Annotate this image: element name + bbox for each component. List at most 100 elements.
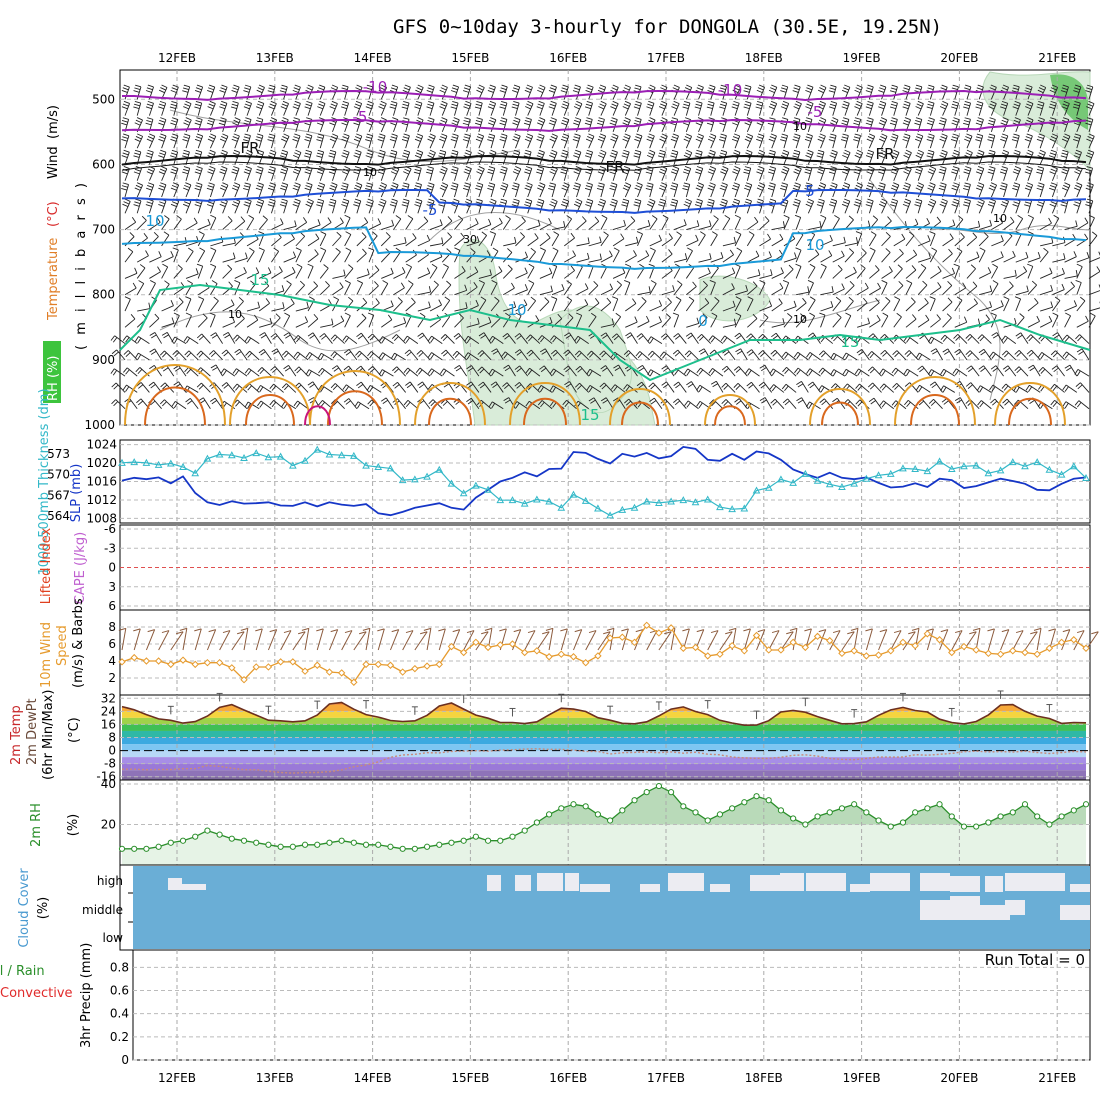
wind-barb-flag	[194, 171, 201, 175]
wind-barb-flag	[719, 136, 726, 139]
wind-barb-flag	[890, 87, 897, 91]
wind-barb-flag	[1049, 103, 1056, 107]
wind-barb-staff	[603, 350, 614, 361]
wind-barb-flag	[357, 352, 362, 358]
wind-barb-flag	[574, 350, 580, 356]
wind-barb-flag	[304, 187, 311, 191]
wind-barb-flag	[590, 399, 596, 404]
wind-barb-staff	[454, 250, 461, 263]
wind-barb-flag	[406, 351, 412, 357]
wind-barb-staff	[992, 384, 1004, 393]
wind-barb-flag	[587, 252, 590, 259]
wind-barb-flag	[453, 117, 460, 121]
wind-barb-flag	[281, 383, 287, 389]
wind-barb-staff	[1040, 290, 1053, 296]
wind-barb-flag	[575, 149, 582, 153]
isotherm-label: 15	[250, 271, 269, 289]
wind-barb-flag	[293, 136, 300, 139]
wind-barb-staff	[246, 307, 260, 312]
wind-barb-staff	[771, 323, 785, 328]
wind-barb-flag	[467, 400, 474, 405]
wind-barb-flag	[700, 350, 706, 355]
wind-barb-flag	[136, 398, 142, 404]
wind-barb-flag	[668, 233, 673, 239]
wind-barb-flag	[1000, 106, 1007, 110]
wind-barb-staff	[905, 282, 913, 295]
wind-barb-flag	[415, 367, 421, 373]
wind-barb-flag	[1076, 182, 1083, 186]
wind-barb-flag	[516, 367, 522, 373]
wind-barb-staff	[797, 351, 809, 361]
wind-barb-flag	[160, 149, 167, 153]
wind-barb-staff	[795, 249, 802, 263]
wind-barb-flag	[159, 119, 166, 123]
wind-barb-flag	[561, 87, 568, 91]
wind-barb-flag	[248, 214, 254, 219]
wind-barb-flag	[526, 103, 533, 107]
wind-barb-staff	[396, 334, 406, 344]
wind-barb-staff	[466, 103, 472, 116]
wind-barb-flag	[908, 231, 915, 236]
wind-barb-flag	[767, 122, 774, 126]
wind-barb-flag	[648, 133, 655, 137]
wind-barb-staff	[1052, 273, 1065, 279]
wind-barb-flag	[188, 247, 194, 252]
wind-barb-flag	[269, 317, 273, 324]
pressure-tick-label: 700	[92, 223, 115, 237]
wind-barb-staff	[637, 291, 651, 296]
wind-barb-flag	[392, 381, 398, 387]
wind-barb-staff	[663, 351, 675, 361]
wind-barb-flag	[855, 152, 862, 156]
wind-barb-flag	[951, 122, 958, 126]
wind-barb-staff	[295, 266, 303, 279]
wind-barb-flag	[454, 364, 460, 370]
wind-barb-staff	[808, 254, 820, 263]
wind-barb-flag	[854, 368, 859, 375]
wind-barb-flag	[829, 168, 836, 172]
wind-barb-flag	[148, 381, 154, 387]
wind-barb-staff	[551, 234, 560, 247]
wind-barb-flag	[281, 182, 288, 186]
wind-barb-flag	[218, 122, 225, 126]
wind-barb-flag	[549, 119, 556, 123]
wind-barb-staff	[161, 218, 170, 230]
wind-barb-flag	[210, 247, 217, 251]
wind-barb-staff	[222, 257, 236, 263]
wind-barb-flag	[184, 133, 191, 137]
wind-barb-flag	[256, 120, 263, 123]
wind-barb-flag	[186, 352, 192, 358]
wind-barb-flag	[206, 204, 213, 207]
wind-barb-flag	[500, 103, 507, 107]
wind-barb-flag	[770, 269, 773, 276]
wind-barb-flag	[989, 384, 994, 391]
wind-barb-staff	[774, 349, 785, 361]
wind-barb-staff	[1065, 384, 1078, 393]
wind-barb-staff	[259, 323, 272, 328]
wind-barb-flag	[611, 87, 618, 91]
wind-barb-flag	[247, 352, 253, 358]
wind-barb-staff	[529, 367, 541, 377]
wind-barb-flag	[1075, 270, 1078, 277]
wind-barb-staff	[271, 223, 284, 230]
wind-barb-flag	[182, 87, 189, 91]
wind-barb-flag	[684, 368, 689, 375]
wind-barb-staff	[1076, 320, 1089, 328]
wind-barb-flag	[928, 184, 935, 189]
wind-barb-flag	[489, 84, 496, 88]
wind-barb-staff	[344, 234, 352, 247]
wind-barb-flag	[1012, 187, 1019, 191]
wind-barb-flag	[599, 166, 606, 170]
wind-barb-staff	[991, 222, 1003, 230]
wind-barb-staff	[588, 302, 600, 312]
wind-barb-flag	[793, 152, 800, 156]
wind-barb-flag	[282, 100, 289, 104]
wind-barb-staff	[417, 152, 424, 165]
wind-barb-flag	[273, 247, 279, 252]
wind-barb-staff	[258, 119, 264, 133]
wind-barb-flag	[462, 122, 469, 126]
wind-barb-flag	[1073, 204, 1080, 207]
wind-barb-staff	[490, 168, 496, 181]
wind-barb-flag	[136, 117, 143, 121]
wind-barb-flag	[293, 154, 299, 159]
wind-barb-flag	[930, 370, 935, 377]
